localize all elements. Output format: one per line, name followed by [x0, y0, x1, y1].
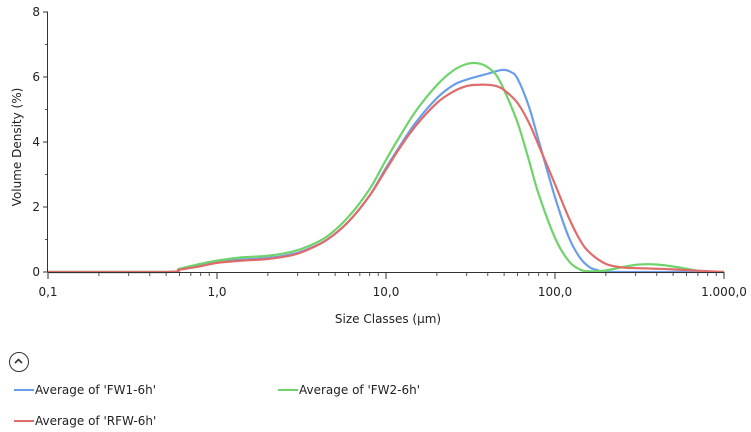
y-axis-ticks: 0 2 4 6 8	[32, 5, 48, 279]
series-lines	[48, 61, 725, 274]
volume-density-chart: 0,1 1,0 10,0 100,0 1.000,0 0 2 4 6 8 Size Classe…	[10, 5, 747, 326]
y-tick-label: 6	[32, 70, 40, 84]
legend-item-fw2[interactable]: Average of 'FW2-6h'	[278, 382, 420, 398]
x-tick-label: 1.000,0	[701, 285, 747, 299]
legend-item-fw1[interactable]: Average of 'FW1-6h'	[14, 382, 156, 398]
x-tick-label: 100,0	[538, 285, 572, 299]
y-tick-label: 4	[32, 135, 40, 149]
y-axis-title: Volume Density (%)	[10, 88, 24, 207]
x-tick-label: 10,0	[373, 285, 400, 299]
legend-label-fw2: Average of 'FW2-6h'	[299, 383, 421, 397]
legend-label-rfw: Average of 'RFW-6h'	[35, 414, 157, 428]
legend-label-fw1: Average of 'FW1-6h'	[35, 383, 157, 397]
y-tick-label: 8	[32, 5, 40, 19]
chevron-up-icon	[14, 358, 23, 364]
x-tick-label: 1,0	[207, 285, 226, 299]
series-line-2	[48, 83, 725, 274]
y-tick-label: 2	[32, 200, 40, 214]
x-tick-label: 0,1	[38, 285, 57, 299]
y-tick-label: 0	[32, 265, 40, 279]
collapse-legend-button[interactable]	[9, 352, 29, 372]
legend-item-rfw[interactable]: Average of 'RFW-6h'	[14, 413, 156, 429]
series-line-1	[48, 61, 725, 274]
x-axis-ticks: 0,1 1,0 10,0 100,0 1.000,0	[38, 272, 747, 299]
x-axis-title: Size Classes (µm)	[335, 312, 441, 326]
legend-swatch-fw1	[14, 389, 34, 391]
legend-swatch-fw2	[278, 389, 298, 391]
legend-swatch-rfw	[14, 420, 34, 422]
